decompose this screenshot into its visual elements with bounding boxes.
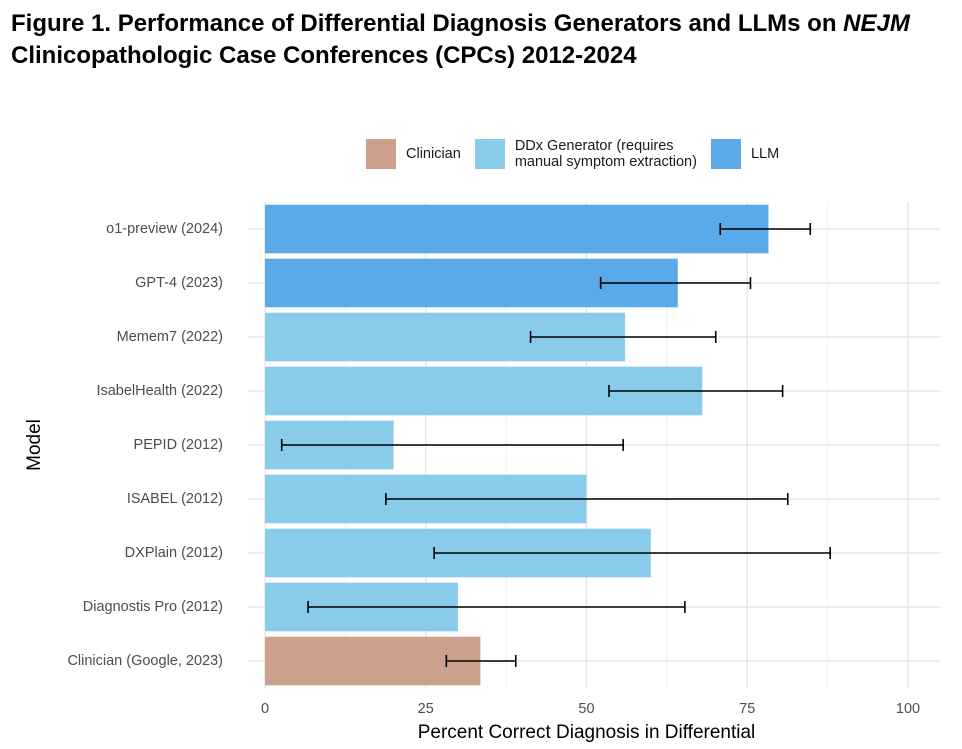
- x-tick-label: 100: [896, 701, 920, 717]
- figure-title-journal: NEJM: [843, 10, 910, 37]
- legend-label: LLM: [750, 146, 780, 162]
- y-tick-label: o1-preview (2024): [106, 221, 223, 237]
- legend-label: DDx Generator (requires manual symptom e…: [514, 138, 697, 170]
- x-tick-label: 25: [418, 701, 434, 717]
- y-axis-title: Model: [24, 419, 45, 471]
- y-tick-label: PEPID (2012): [134, 437, 223, 453]
- x-tick-label: 75: [739, 701, 755, 717]
- y-tick-label: Diagnostis Pro (2012): [83, 599, 223, 615]
- x-tick-label: 0: [261, 701, 269, 717]
- legend-item: LLM: [710, 139, 780, 169]
- bar: [265, 204, 769, 254]
- legend-item: DDx Generator (requires manual symptom e…: [474, 138, 697, 170]
- x-axis-title: Percent Correct Diagnosis in Differentia…: [418, 722, 756, 743]
- figure-title-suffix: Clinicopathologic Case Conferences (CPCs…: [11, 42, 637, 69]
- legend-swatch: [474, 139, 505, 169]
- chart-legend: Clinician DDx Generator (requires manual …: [366, 137, 793, 171]
- y-tick-label: IsabelHealth (2022): [96, 383, 223, 399]
- y-tick-label: DXPlain (2012): [125, 545, 223, 561]
- y-tick-label: Clinician (Google, 2023): [67, 653, 223, 669]
- x-tick-label: 50: [578, 701, 594, 717]
- figure-title: Figure 1. Performance of Differential Di…: [11, 8, 951, 72]
- y-tick-label: GPT-4 (2023): [135, 275, 223, 291]
- y-tick-label: ISABEL (2012): [127, 491, 223, 507]
- legend-swatch: [710, 139, 741, 169]
- figure-title-prefix: Figure 1. Performance of Differential Di…: [11, 10, 844, 37]
- y-tick-label: Memem7 (2022): [117, 329, 223, 345]
- legend-label: Clinician: [406, 146, 461, 162]
- legend-item: Clinician: [366, 139, 461, 169]
- bar: [265, 636, 481, 686]
- legend-swatch: [366, 139, 396, 169]
